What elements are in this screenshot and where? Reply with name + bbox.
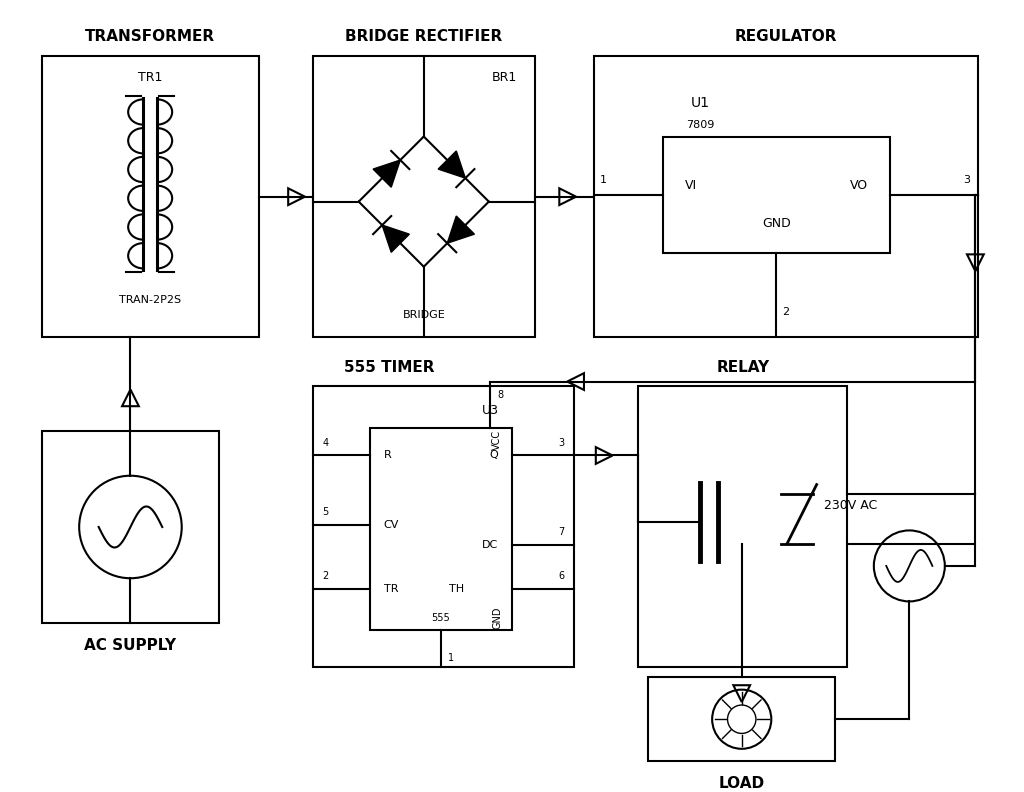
Bar [42,431,219,623]
Text: TH: TH [449,584,464,593]
Text: AC SUPPLY: AC SUPPLY [84,638,176,653]
Text: U3: U3 [482,404,499,417]
Text: GND: GND [493,607,502,630]
Text: 5: 5 [323,507,329,517]
Text: Q: Q [489,451,499,460]
Text: 555 TIMER: 555 TIMER [344,360,434,375]
Text: 3: 3 [963,175,970,185]
Text: U1: U1 [691,96,710,109]
Text: BRIDGE RECTIFIER: BRIDGE RECTIFIER [345,29,503,44]
Text: 4: 4 [323,438,329,447]
Text: VO: VO [850,179,868,192]
Text: 555: 555 [432,613,451,623]
Text: RELAY: RELAY [716,360,769,375]
Text: LOAD: LOAD [719,776,765,791]
Text: REGULATOR: REGULATOR [735,29,838,44]
Text: GND: GND [762,217,791,230]
Polygon shape [438,151,465,178]
Text: 7809: 7809 [686,120,715,130]
Text: 2: 2 [782,307,790,318]
Text: TRAN-2P2S: TRAN-2P2S [119,295,181,305]
Text: CV: CV [384,520,399,530]
Text: TRANSFORMER: TRANSFORMER [85,29,215,44]
Bar [313,56,535,337]
Polygon shape [382,225,410,253]
Text: 1: 1 [600,175,607,185]
Text: VCC: VCC [493,429,502,450]
Text: TR1: TR1 [138,71,163,85]
Bar [663,137,890,253]
Text: 1: 1 [447,653,454,663]
Bar [313,386,574,668]
Text: 8: 8 [498,390,504,400]
Bar [648,677,836,761]
Bar [638,386,847,668]
Text: 6: 6 [558,571,564,581]
Bar [594,56,978,337]
Bar [42,56,259,337]
Text: 3: 3 [558,438,564,447]
Bar [370,428,512,630]
Polygon shape [373,160,400,187]
Text: BR1: BR1 [492,71,517,85]
Text: R: R [384,451,391,460]
Text: VI: VI [684,179,696,192]
Text: 230V AC: 230V AC [823,499,877,512]
Text: TR: TR [384,584,398,593]
Polygon shape [447,216,474,243]
Text: DC: DC [482,540,499,550]
Text: 7: 7 [558,527,564,537]
Text: BRIDGE: BRIDGE [402,310,445,321]
Text: 2: 2 [323,571,329,581]
